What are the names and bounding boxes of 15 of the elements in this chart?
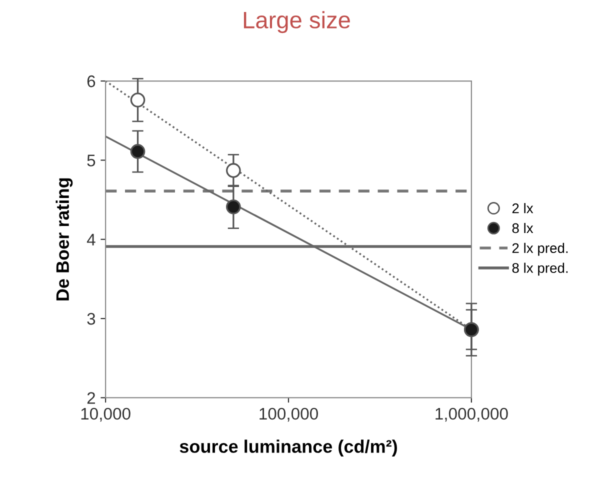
x-tick-label: 10,000 bbox=[81, 408, 130, 422]
x-axis-title: source luminance (cd/m²) bbox=[180, 440, 397, 456]
y-tick-label: 2 bbox=[87, 392, 95, 404]
y-tick-label: 4 bbox=[86, 234, 96, 246]
legend-label: 8 lx pred. bbox=[512, 262, 568, 276]
legend-label: 2 lx bbox=[512, 203, 534, 214]
legend-label: 8 lx bbox=[512, 222, 534, 234]
y-tick-label: 3 bbox=[87, 312, 96, 325]
y-tick-label: 5 bbox=[87, 154, 96, 166]
y-axis-title: De Boer rating bbox=[56, 178, 73, 300]
x-tick-label: 1,000,000 bbox=[436, 408, 508, 422]
y-tick-label: 6 bbox=[87, 75, 96, 88]
chart-title: Large size bbox=[244, 11, 350, 34]
legend-label: 2 lx pred. bbox=[512, 242, 568, 256]
x-tick-label: 100,000 bbox=[260, 408, 318, 422]
